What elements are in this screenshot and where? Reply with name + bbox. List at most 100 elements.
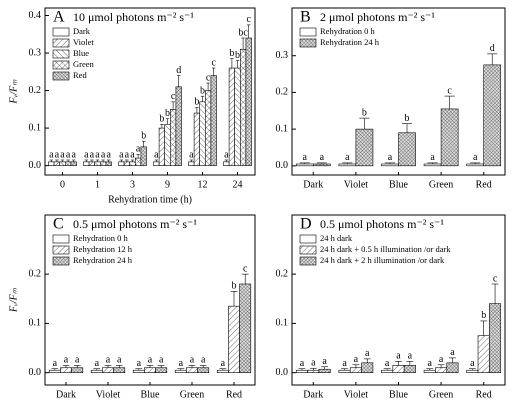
significance-letter: a	[95, 149, 100, 160]
bar	[188, 161, 195, 166]
bar	[135, 157, 142, 166]
significance-letter: c	[246, 14, 251, 25]
legend-swatch	[52, 256, 70, 266]
legend-label: Red	[73, 70, 87, 80]
significance-letter: b	[159, 114, 164, 125]
significance-letter: a	[303, 152, 308, 163]
bar	[398, 132, 416, 167]
significance-letter: a	[345, 152, 350, 163]
x-tick-label: Blue	[141, 389, 160, 400]
bar	[48, 161, 55, 166]
bar	[94, 161, 101, 166]
y-tick-label: 0.1	[29, 122, 42, 133]
legend-label: 24 h dark + 2 h illumination /or dark	[320, 255, 445, 265]
legend-label: Rehydration 0 h	[73, 233, 129, 243]
x-tick-label: Green	[429, 389, 453, 400]
x-tick-label: Blue	[389, 389, 408, 400]
significance-letter: a	[388, 152, 393, 163]
significance-letter: a	[190, 355, 195, 366]
bar	[140, 146, 147, 166]
y-tick-label: 0.2	[276, 87, 289, 98]
significance-letter: c	[171, 91, 176, 102]
bar	[228, 67, 236, 166]
bar	[175, 86, 182, 166]
bar	[100, 161, 107, 166]
x-tick-label: Dark	[56, 389, 76, 400]
x-tick-label: 3	[130, 179, 135, 190]
bar	[70, 161, 77, 166]
y-tick-label: 0.0	[29, 160, 42, 171]
significance-letter: b	[235, 50, 240, 61]
significance-letter: a	[95, 358, 100, 369]
significance-letter: a	[75, 355, 80, 366]
significance-letter: a	[322, 356, 327, 367]
significance-letter: a	[66, 149, 71, 160]
bar	[245, 37, 252, 166]
bar	[381, 163, 399, 167]
significance-letter: d	[176, 65, 181, 76]
significance-letter: b	[232, 281, 237, 292]
bar	[338, 163, 357, 167]
significance-letter: a	[106, 149, 111, 160]
bar	[223, 161, 230, 166]
significance-letter: a	[430, 152, 435, 163]
legend-swatch	[52, 234, 70, 244]
significance-letter: c	[447, 85, 452, 96]
bar	[228, 305, 240, 373]
significance-letter: a	[101, 149, 106, 160]
bar	[216, 369, 229, 373]
significance-letter: a	[224, 149, 229, 160]
significance-letter: c	[206, 72, 211, 83]
legend-swatch	[299, 245, 317, 255]
significance-letter: a	[53, 358, 58, 369]
legend-label: 24 h dark + 0.5 h illumination /or dark	[320, 244, 451, 254]
bar	[155, 367, 168, 373]
bar	[312, 163, 331, 167]
legend-label: Rehydration 12 h	[73, 244, 133, 254]
y-tick-label: 0.0	[276, 367, 289, 378]
x-tick-label: Green	[180, 389, 204, 400]
significance-letter: a	[136, 144, 141, 155]
legend-label: 24 h dark	[320, 233, 353, 243]
bar	[60, 367, 72, 373]
bar	[53, 161, 60, 166]
bar	[381, 369, 394, 373]
bar	[466, 369, 479, 373]
y-tick-label: 0.4	[29, 10, 42, 21]
x-tick-label: Red	[226, 389, 242, 400]
bar	[193, 112, 201, 166]
bar	[361, 362, 374, 373]
bar	[186, 367, 198, 373]
x-tick-label: Green	[429, 179, 453, 190]
bar	[392, 364, 405, 373]
bar	[435, 367, 448, 373]
bar	[197, 367, 210, 373]
legend-swatch	[299, 256, 317, 266]
bar	[205, 90, 212, 166]
significance-letter: a	[90, 149, 95, 160]
legend-label: Rehydration 24 h	[73, 255, 133, 265]
bar	[90, 369, 103, 373]
significance-letter: b	[362, 107, 367, 118]
panel-title: 2 μmol photons m⁻² s⁻¹	[320, 10, 435, 24]
significance-letter: a	[125, 149, 130, 160]
bar	[446, 362, 459, 373]
x-tick-label: Red	[476, 179, 492, 190]
panel-label: A	[53, 9, 65, 26]
y-tick-label: 0.2	[276, 268, 289, 279]
bar	[423, 369, 436, 373]
x-tick-label: Violet	[344, 389, 369, 400]
panel-label: B	[300, 9, 311, 26]
bar	[234, 67, 241, 166]
y-tick-label: 0.1	[276, 123, 289, 134]
significance-letter: a	[159, 355, 164, 366]
legend-label: Rehydration 0 h	[320, 26, 376, 36]
significance-letter: b	[200, 85, 205, 96]
significance-letter: b	[229, 48, 234, 59]
significance-letter: a	[428, 358, 433, 369]
y-tick-label: 0.1	[29, 318, 42, 329]
bar	[123, 161, 130, 166]
x-tick-label: 24	[233, 179, 243, 190]
bar	[295, 163, 314, 167]
